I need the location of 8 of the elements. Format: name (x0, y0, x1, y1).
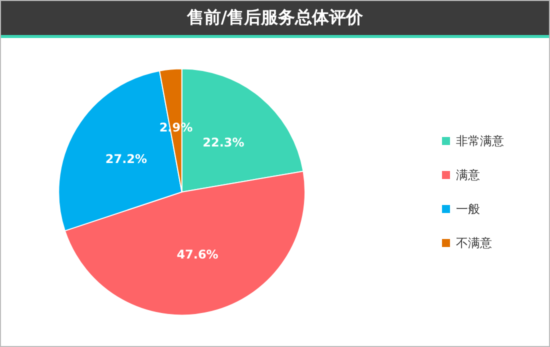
legend-label: 一般 (456, 202, 480, 216)
chart-title: 售前/售后服务总体评价 (1, 1, 549, 38)
data-label: 47.6% (176, 248, 218, 262)
data-label: 27.2% (105, 152, 148, 166)
legend-label: 不满意 (456, 236, 492, 250)
legend-label: 满意 (456, 168, 480, 182)
data-label: 22.3% (202, 136, 244, 150)
legend-label: 非常满意 (456, 134, 504, 148)
